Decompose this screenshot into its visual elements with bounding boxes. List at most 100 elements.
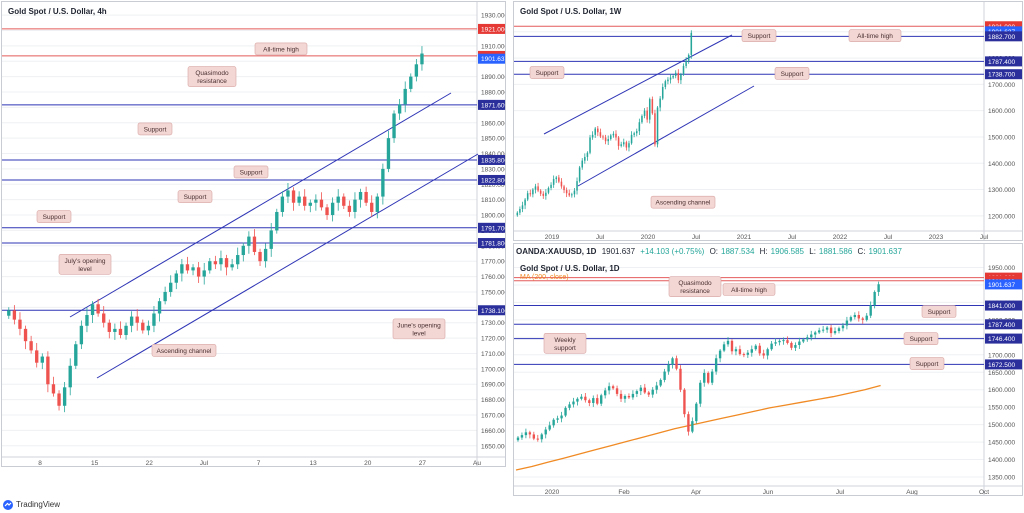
candle-body [558, 177, 560, 182]
annotation-label: Ascending channel [157, 348, 212, 355]
candle-body [661, 87, 664, 99]
candle-body [364, 191, 368, 203]
annotation-label: Weekly [554, 337, 576, 344]
price-tag-label: 1738.700 [988, 72, 1015, 79]
y-tick-label: 1810.000 [481, 197, 506, 204]
candle-body [664, 81, 667, 87]
annotation-label: All-time high [857, 33, 893, 40]
candle-body [555, 177, 558, 180]
y-tick-label: 1850.000 [481, 136, 506, 143]
price-tag [478, 99, 505, 110]
candle-body [687, 414, 690, 432]
candle-body [782, 340, 785, 342]
y-tick-label: 1600.000 [988, 108, 1015, 115]
candle-body [655, 385, 658, 390]
candle-body [825, 327, 829, 330]
candle-body [710, 371, 714, 383]
candle-body [529, 193, 532, 195]
tradingview-footer[interactable]: TradingView [0, 497, 100, 513]
candle-body [647, 392, 650, 395]
annotation-box [668, 276, 722, 297]
candle-body [841, 325, 845, 329]
price-change: +14.103 (+0.75%) [640, 247, 705, 256]
x-tick-label: Jul [200, 460, 209, 467]
price-tag-label: 1835.800 [481, 157, 506, 164]
candle-body [169, 282, 173, 292]
x-tick-label: 22 [146, 460, 154, 467]
candle-body [853, 314, 857, 318]
candle-body [353, 199, 357, 212]
candle-body [810, 334, 813, 338]
x-tick-label: Oct [979, 489, 989, 496]
candle-body [638, 122, 641, 132]
candle-body [617, 137, 620, 146]
candle-body [208, 261, 212, 271]
candle-body [630, 134, 633, 144]
y-tick-label: 1400.000 [988, 457, 1015, 464]
annotation-label: Support [240, 169, 263, 176]
annotation-label: Support [748, 33, 771, 40]
candle-body [667, 79, 669, 82]
candle-body [548, 425, 551, 430]
x-tick-label: 2022 [833, 234, 848, 241]
candle-body [35, 350, 39, 363]
x-tick-label: Jul [836, 489, 845, 496]
price-tag [478, 23, 505, 34]
x-tick-label: Jul [884, 234, 893, 241]
price-tag [985, 319, 1022, 330]
chart-panel-weekly[interactable]: Gold Spot / U.S. Dollar, 1W 1200.000 1300… [513, 1, 1023, 241]
candle-body [528, 432, 532, 435]
annotation-box [774, 67, 810, 80]
price-tag-label: 1871.609 [481, 102, 506, 109]
close-value: 1901.637 [868, 247, 902, 256]
candle-body [639, 387, 643, 392]
annotation-box [187, 66, 237, 87]
chart-panel-daily[interactable]: OANDA:XAUUSD, 1D 1901.637 +14.103 (+0.75… [513, 243, 1023, 496]
candle-body [845, 320, 849, 326]
candle-body [651, 389, 654, 395]
candle-body [865, 315, 868, 320]
candle-body [798, 341, 801, 346]
x-tick-label: 8 [38, 460, 42, 467]
price-tag-label: 1746.400 [988, 336, 1015, 343]
candle-body [90, 304, 95, 316]
y-tick-label: 1500.000 [988, 134, 1015, 141]
candle-body [592, 398, 595, 403]
candle-body [308, 202, 312, 206]
candle-body [230, 264, 234, 268]
candle-body [397, 104, 402, 114]
candle-body [648, 99, 651, 120]
candle-body [833, 331, 837, 334]
candle-body [370, 202, 374, 212]
candle-body [544, 429, 547, 435]
candle-body [576, 181, 578, 191]
candle-body [631, 393, 635, 398]
channel-line [96, 153, 479, 379]
y-tick-label: 1730.000 [481, 320, 506, 327]
high-value: 1906.585 [770, 247, 805, 256]
annotation-label: Support [781, 71, 804, 78]
chart-panel-4h[interactable]: Gold Spot / U.S. Dollar, 4h 1650.000 1660… [1, 1, 506, 467]
candle-body [669, 77, 672, 80]
tradingview-brand: TradingView [16, 500, 61, 509]
y-tick-label: 1550.000 [988, 405, 1015, 412]
candle-body [695, 403, 698, 422]
x-tick-label: 15 [91, 460, 99, 467]
candle-body [625, 142, 628, 148]
candle-body [68, 365, 72, 388]
candle-body [263, 248, 268, 262]
x-tick-label: Feb [618, 489, 630, 496]
candle-body [873, 291, 876, 306]
annotation-label: support [554, 345, 576, 352]
annotation-label: All-time high [263, 46, 299, 53]
candle-body [600, 395, 603, 404]
candle-body [552, 419, 555, 426]
candle-body [358, 191, 363, 200]
candle-body [578, 167, 581, 182]
annotation-box [650, 195, 716, 209]
price-tag [985, 359, 1022, 370]
y-tick-label: 1930.000 [481, 13, 506, 20]
x-tick-label: 20 [364, 460, 372, 467]
candle-body [545, 192, 547, 196]
candle-body [610, 135, 612, 140]
